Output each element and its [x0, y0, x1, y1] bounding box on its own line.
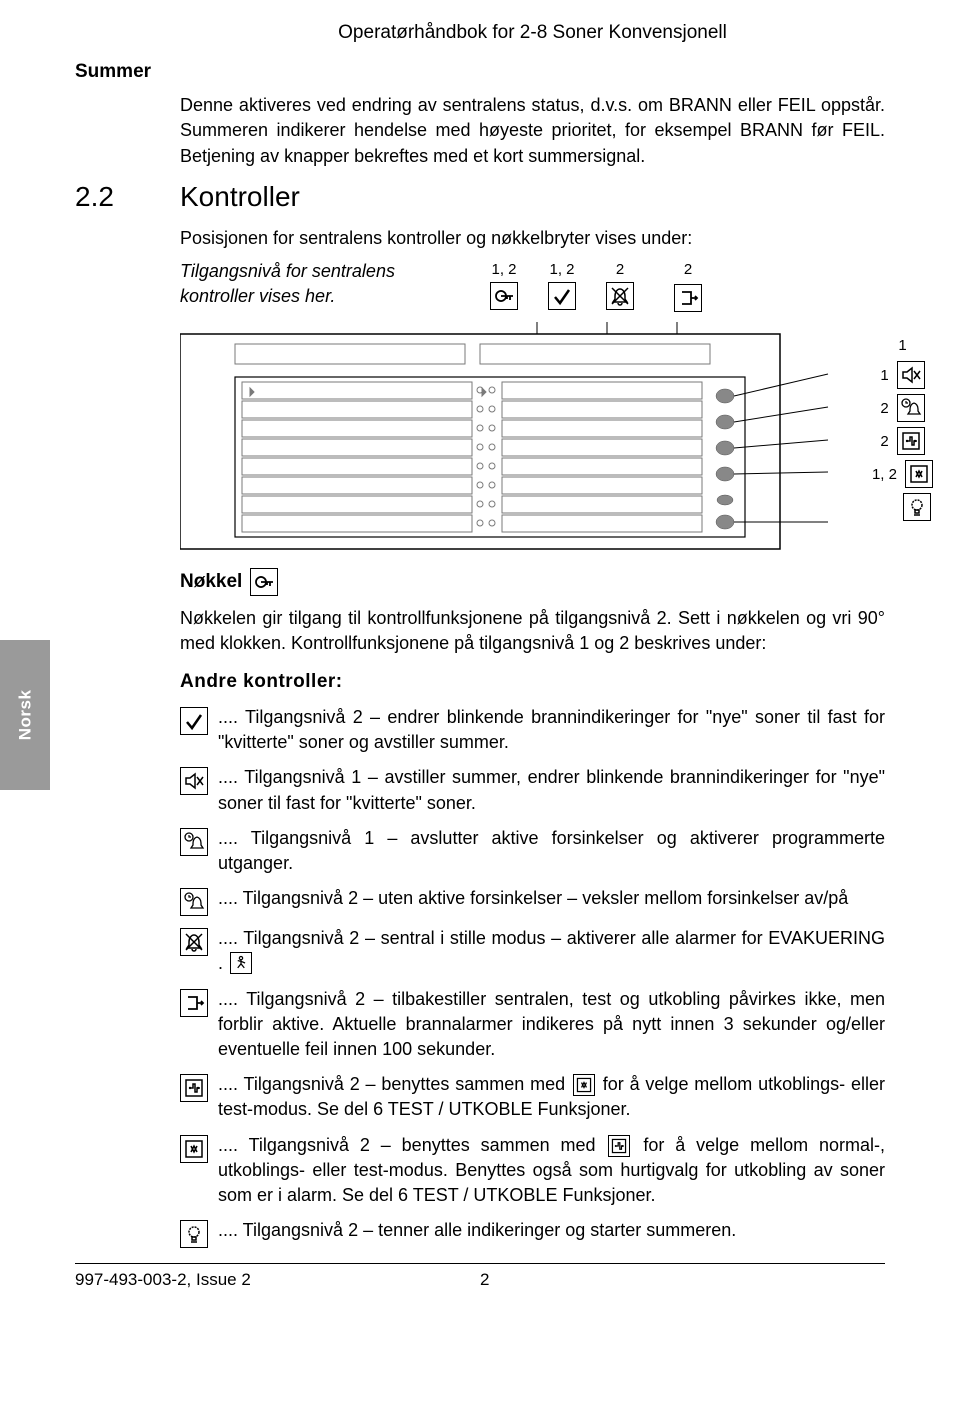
ctrl-text-0: .... Tilgangsnivå 2 – endrer blinkende b…: [218, 705, 885, 755]
ctrl-text-2: .... Tilgangsnivå 1 – avslutter aktive f…: [218, 826, 885, 876]
page-footer: 997-493-003-2, Issue 2 2: [75, 1263, 885, 1292]
summer-heading: Summer: [75, 59, 885, 86]
speaker-mute-icon: [180, 767, 208, 795]
r-label-3: 2: [880, 431, 888, 452]
ctrl-item-0: .... Tilgangsnivå 2 – endrer blinkende b…: [180, 705, 885, 755]
bell-silence-icon: [606, 282, 634, 310]
run-icon: [230, 952, 252, 974]
top-label-0: 1, 2: [491, 259, 516, 280]
top-label-1: 1, 2: [549, 259, 574, 280]
key-icon: [250, 568, 278, 596]
lamp-icon: [903, 493, 931, 521]
bell-silence-icon: [180, 928, 208, 956]
ctrl-text-6: .... Tilgangsnivå 2 – benyttes sammen me…: [218, 1072, 885, 1122]
key-icon: [490, 282, 518, 310]
ctrl-text-8: .... Tilgangsnivå 2 – tenner alle indike…: [218, 1218, 885, 1243]
top-label-2: 2: [616, 259, 624, 280]
r-label-0: 1: [898, 335, 906, 356]
ctrl-item-6: .... Tilgangsnivå 2 – benyttes sammen me…: [180, 1072, 885, 1122]
footer-page-num: 2: [480, 1268, 885, 1292]
check-icon: [548, 282, 576, 310]
ctrl-item-7: .... Tilgangsnivå 2 – benyttes sammen me…: [180, 1133, 885, 1209]
section-heading-row: 2.2 Kontroller: [75, 177, 885, 216]
panel-diagram: 1 1 2 2 1, 2: [180, 322, 885, 562]
doc-header: Operatørhåndbok for 2-8 Soner Konvensjon…: [180, 20, 885, 47]
ctrl-item-1: .... Tilgangsnivå 1 – avstiller summer, …: [180, 765, 885, 815]
lamp-icon: [180, 1220, 208, 1248]
bell-clock-icon: [180, 888, 208, 916]
updown-icon: [573, 1074, 595, 1096]
ctrl-text-4: .... Tilgangsnivå 2 – sentral i stille m…: [218, 926, 885, 976]
ctrl-item-4: .... Tilgangsnivå 2 – sentral i stille m…: [180, 926, 885, 976]
ctrl-item-5: .... Tilgangsnivå 2 – tilbakestiller sen…: [180, 987, 885, 1063]
section-number: 2.2: [75, 177, 180, 216]
updown-icon: [180, 1135, 208, 1163]
updown-icon: [905, 460, 933, 488]
nokkel-title: Nøkkel: [180, 569, 242, 596]
top-label-3: 2: [684, 259, 692, 280]
right-icon-column: 1 1 2 2 1, 2: [872, 276, 933, 521]
access-level-text: Tilgangsnivå for sentralens kontroller v…: [180, 259, 470, 309]
ctrl-text-1: .... Tilgangsnivå 1 – avstiller summer, …: [218, 765, 885, 815]
nokkel-paragraph: Nøkkelen gir tilgang til kontrollfunksjo…: [180, 606, 885, 656]
footer-doc-id: 997-493-003-2, Issue 2: [75, 1268, 251, 1292]
ctrl-item-2: .... Tilgangsnivå 1 – avslutter aktive f…: [180, 826, 885, 876]
speaker-mute-icon: [897, 361, 925, 389]
control-list: .... Tilgangsnivå 2 – endrer blinkende b…: [180, 705, 885, 1248]
section-title: Kontroller: [180, 177, 300, 216]
r-label-4: 1, 2: [872, 464, 897, 485]
ctrl-text-3: .... Tilgangsnivå 2 – uten aktive forsin…: [218, 886, 885, 911]
summer-paragraph: Denne aktiveres ved endring av sentralen…: [180, 93, 885, 169]
kontroller-paragraph: Posisjonen for sentralens kontroller og …: [180, 226, 885, 251]
access-level-row: Tilgangsnivå for sentralens kontroller v…: [180, 259, 885, 312]
ctrl-item-3: .... Tilgangsnivå 2 – uten aktive forsin…: [180, 886, 885, 916]
ctrl-text-5: .... Tilgangsnivå 2 – tilbakestiller sen…: [218, 987, 885, 1063]
circuit-icon: [608, 1135, 630, 1157]
panel-svg: [180, 322, 880, 562]
andre-heading: Andre kontroller:: [180, 669, 885, 696]
reset-icon: [180, 989, 208, 1017]
check-icon: [180, 707, 208, 735]
page-content: Operatørhåndbok for 2-8 Soner Konvensjon…: [0, 0, 960, 1312]
r-label-2: 2: [880, 398, 888, 419]
ctrl-item-8: .... Tilgangsnivå 2 – tenner alle indike…: [180, 1218, 885, 1248]
r-label-1: 1: [880, 365, 888, 386]
ctrl-text-7: .... Tilgangsnivå 2 – benyttes sammen me…: [218, 1133, 885, 1209]
reset-icon: [674, 284, 702, 312]
circuit-icon: [180, 1074, 208, 1102]
circuit-icon: [897, 427, 925, 455]
top-icon-group: 1, 2 1, 2 2: [490, 259, 634, 310]
nokkel-heading: Nøkkel: [180, 568, 885, 596]
bell-clock-icon: [897, 394, 925, 422]
bell-clock-icon: [180, 828, 208, 856]
